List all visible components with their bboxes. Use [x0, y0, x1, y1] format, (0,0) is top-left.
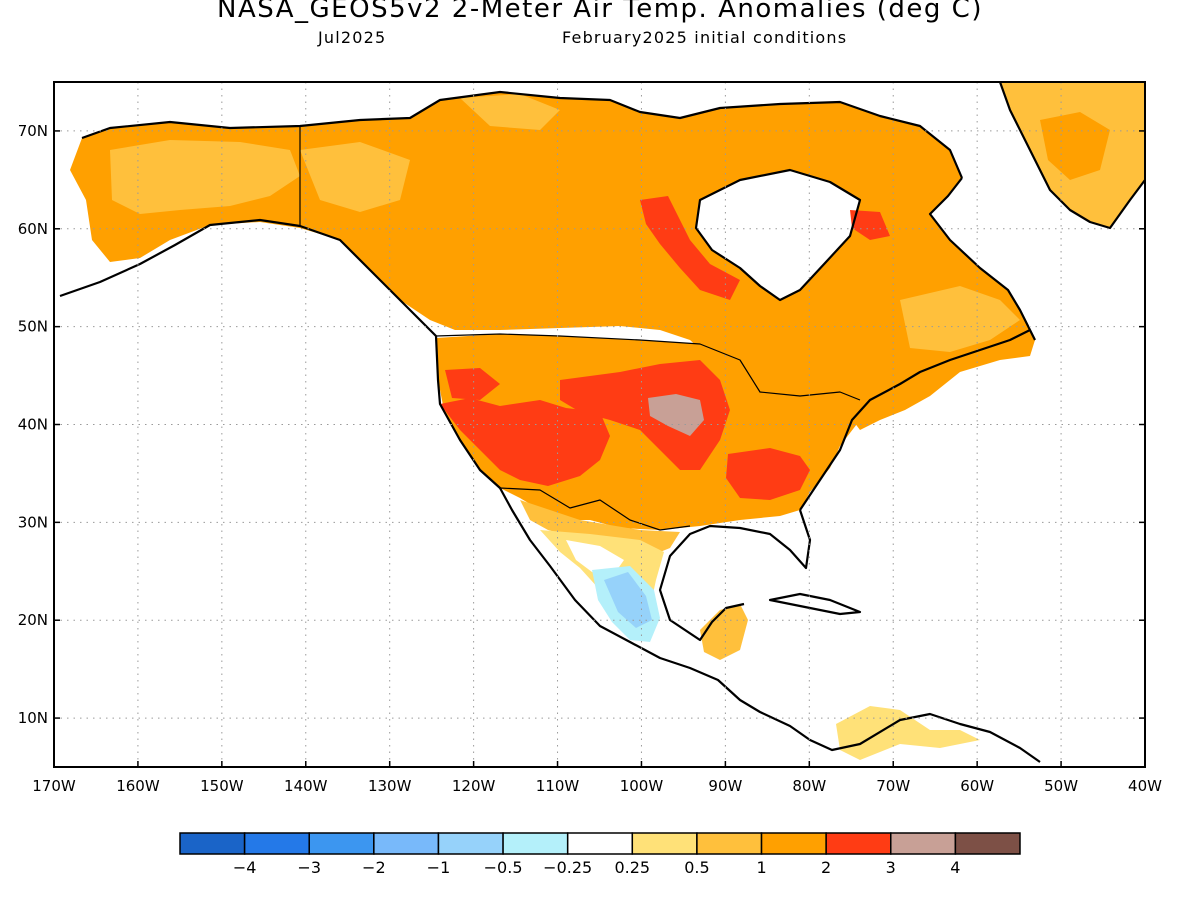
coastline-greenland: [998, 82, 1145, 230]
colorbar-swatch: [760, 832, 827, 855]
lon-label: 70W: [876, 777, 910, 795]
anomaly-patch-yukon: [300, 142, 410, 212]
lat-label: 30N: [18, 513, 48, 531]
lon-label: 80W: [792, 777, 826, 795]
lon-label: 120W: [452, 777, 496, 795]
lon-label: 170W: [32, 777, 76, 795]
lat-label: 10N: [18, 709, 48, 727]
colorbar-label: 4: [950, 858, 960, 877]
lon-label: 150W: [200, 777, 244, 795]
coastline-hudson-bay: [694, 168, 862, 302]
anomaly-zone-iowa: [648, 394, 704, 436]
anomaly-zone-central-plains: [560, 360, 730, 470]
lon-label: 160W: [116, 777, 160, 795]
anomaly-patch-south-america: [836, 706, 980, 760]
colorbar-label: 1: [756, 858, 766, 877]
anomaly-patch-greenland: [1040, 112, 1110, 180]
chart-title: NASA_GEOS5v2 2-Meter Air Temp. Anomalies…: [217, 0, 983, 24]
colorbar-swatch: [437, 832, 504, 855]
colorbar-swatch: [179, 832, 246, 855]
lon-label: 50W: [1044, 777, 1078, 795]
lon-label: 140W: [284, 777, 328, 795]
forecast-month: Jul2025: [318, 28, 387, 47]
anomaly-zone-great-basin: [445, 368, 500, 400]
colorbar-label: 0.25: [614, 858, 650, 877]
anomaly-zone-southwest: [440, 398, 610, 486]
coastline-east: [799, 329, 1031, 511]
colorbar-swatch: [308, 832, 375, 855]
colorbar-label: −2: [362, 858, 386, 877]
anomaly-patch-yucatan: [700, 604, 748, 660]
colorbar-label: 3: [886, 858, 896, 877]
us-canada-border: [299, 126, 861, 401]
anomaly-patch-quebec: [900, 286, 1020, 352]
lat-label: 70N: [18, 122, 48, 140]
coastline-labrador: [928, 177, 1036, 341]
anomaly-patch-alaska: [110, 140, 300, 214]
lon-label: 100W: [620, 777, 664, 795]
lat-label: 50N: [18, 318, 48, 336]
lon-label: 130W: [368, 777, 412, 795]
colorbar-swatch: [890, 832, 957, 855]
coastline-arctic: [81, 90, 964, 179]
colorbar: −4 −3 −2 −1 −0.5 −0.25 0.25 0.5 1 2 3 4: [179, 832, 1021, 877]
colorbar-label: 2: [821, 858, 831, 877]
colorbar-swatch: [566, 832, 634, 855]
colorbar-label: −3: [297, 858, 321, 877]
colorbar-label: 0.5: [684, 858, 709, 877]
us-mexico-border: [499, 487, 691, 531]
colorbar-swatch: [696, 832, 763, 855]
colorbar-label: −0.5: [484, 858, 523, 877]
coastlines: [59, 82, 1145, 763]
colorbar-swatch: [243, 832, 310, 855]
lat-label: 40N: [18, 416, 48, 434]
latitude-labels: 70N 60N 50N 40N 30N 20N 10N: [18, 122, 1145, 727]
anomaly-shading: [70, 82, 1145, 760]
longitude-labels: 170W 160W 150W 140W 130W 120W 110W 100W 90W 80W 70…: [32, 761, 1162, 795]
lon-label: 110W: [536, 777, 580, 795]
anomaly-zone-southeast: [726, 448, 810, 500]
colorbar-swatch: [954, 832, 1021, 855]
colorbar-label: −1: [427, 858, 451, 877]
lon-label: 40W: [1128, 777, 1162, 795]
colorbar-swatch: [631, 832, 698, 855]
lat-label: 60N: [18, 220, 48, 238]
lon-label: 90W: [708, 777, 742, 795]
coastline-north-america: [59, 218, 1041, 763]
colorbar-swatch: [373, 832, 440, 855]
colorbar-swatch: [825, 832, 892, 855]
lon-label: 60W: [960, 777, 994, 795]
coastline-gulf: [658, 509, 812, 642]
colorbar-label: −0.25: [543, 858, 592, 877]
initial-conditions-label: February2025 initial conditions: [562, 28, 848, 47]
anomaly-zone-ontario: [640, 196, 740, 300]
colorbar-label: −4: [233, 858, 257, 877]
lat-label: 20N: [18, 611, 48, 629]
hudson-bay: [696, 170, 860, 300]
anomaly-region-mexico-cooler: [604, 572, 652, 628]
colorbar-swatch: [502, 832, 569, 855]
coastline-cuba: [768, 592, 862, 616]
anomaly-zone-labrador: [850, 210, 890, 240]
anomaly-patch-arctic: [460, 94, 560, 130]
